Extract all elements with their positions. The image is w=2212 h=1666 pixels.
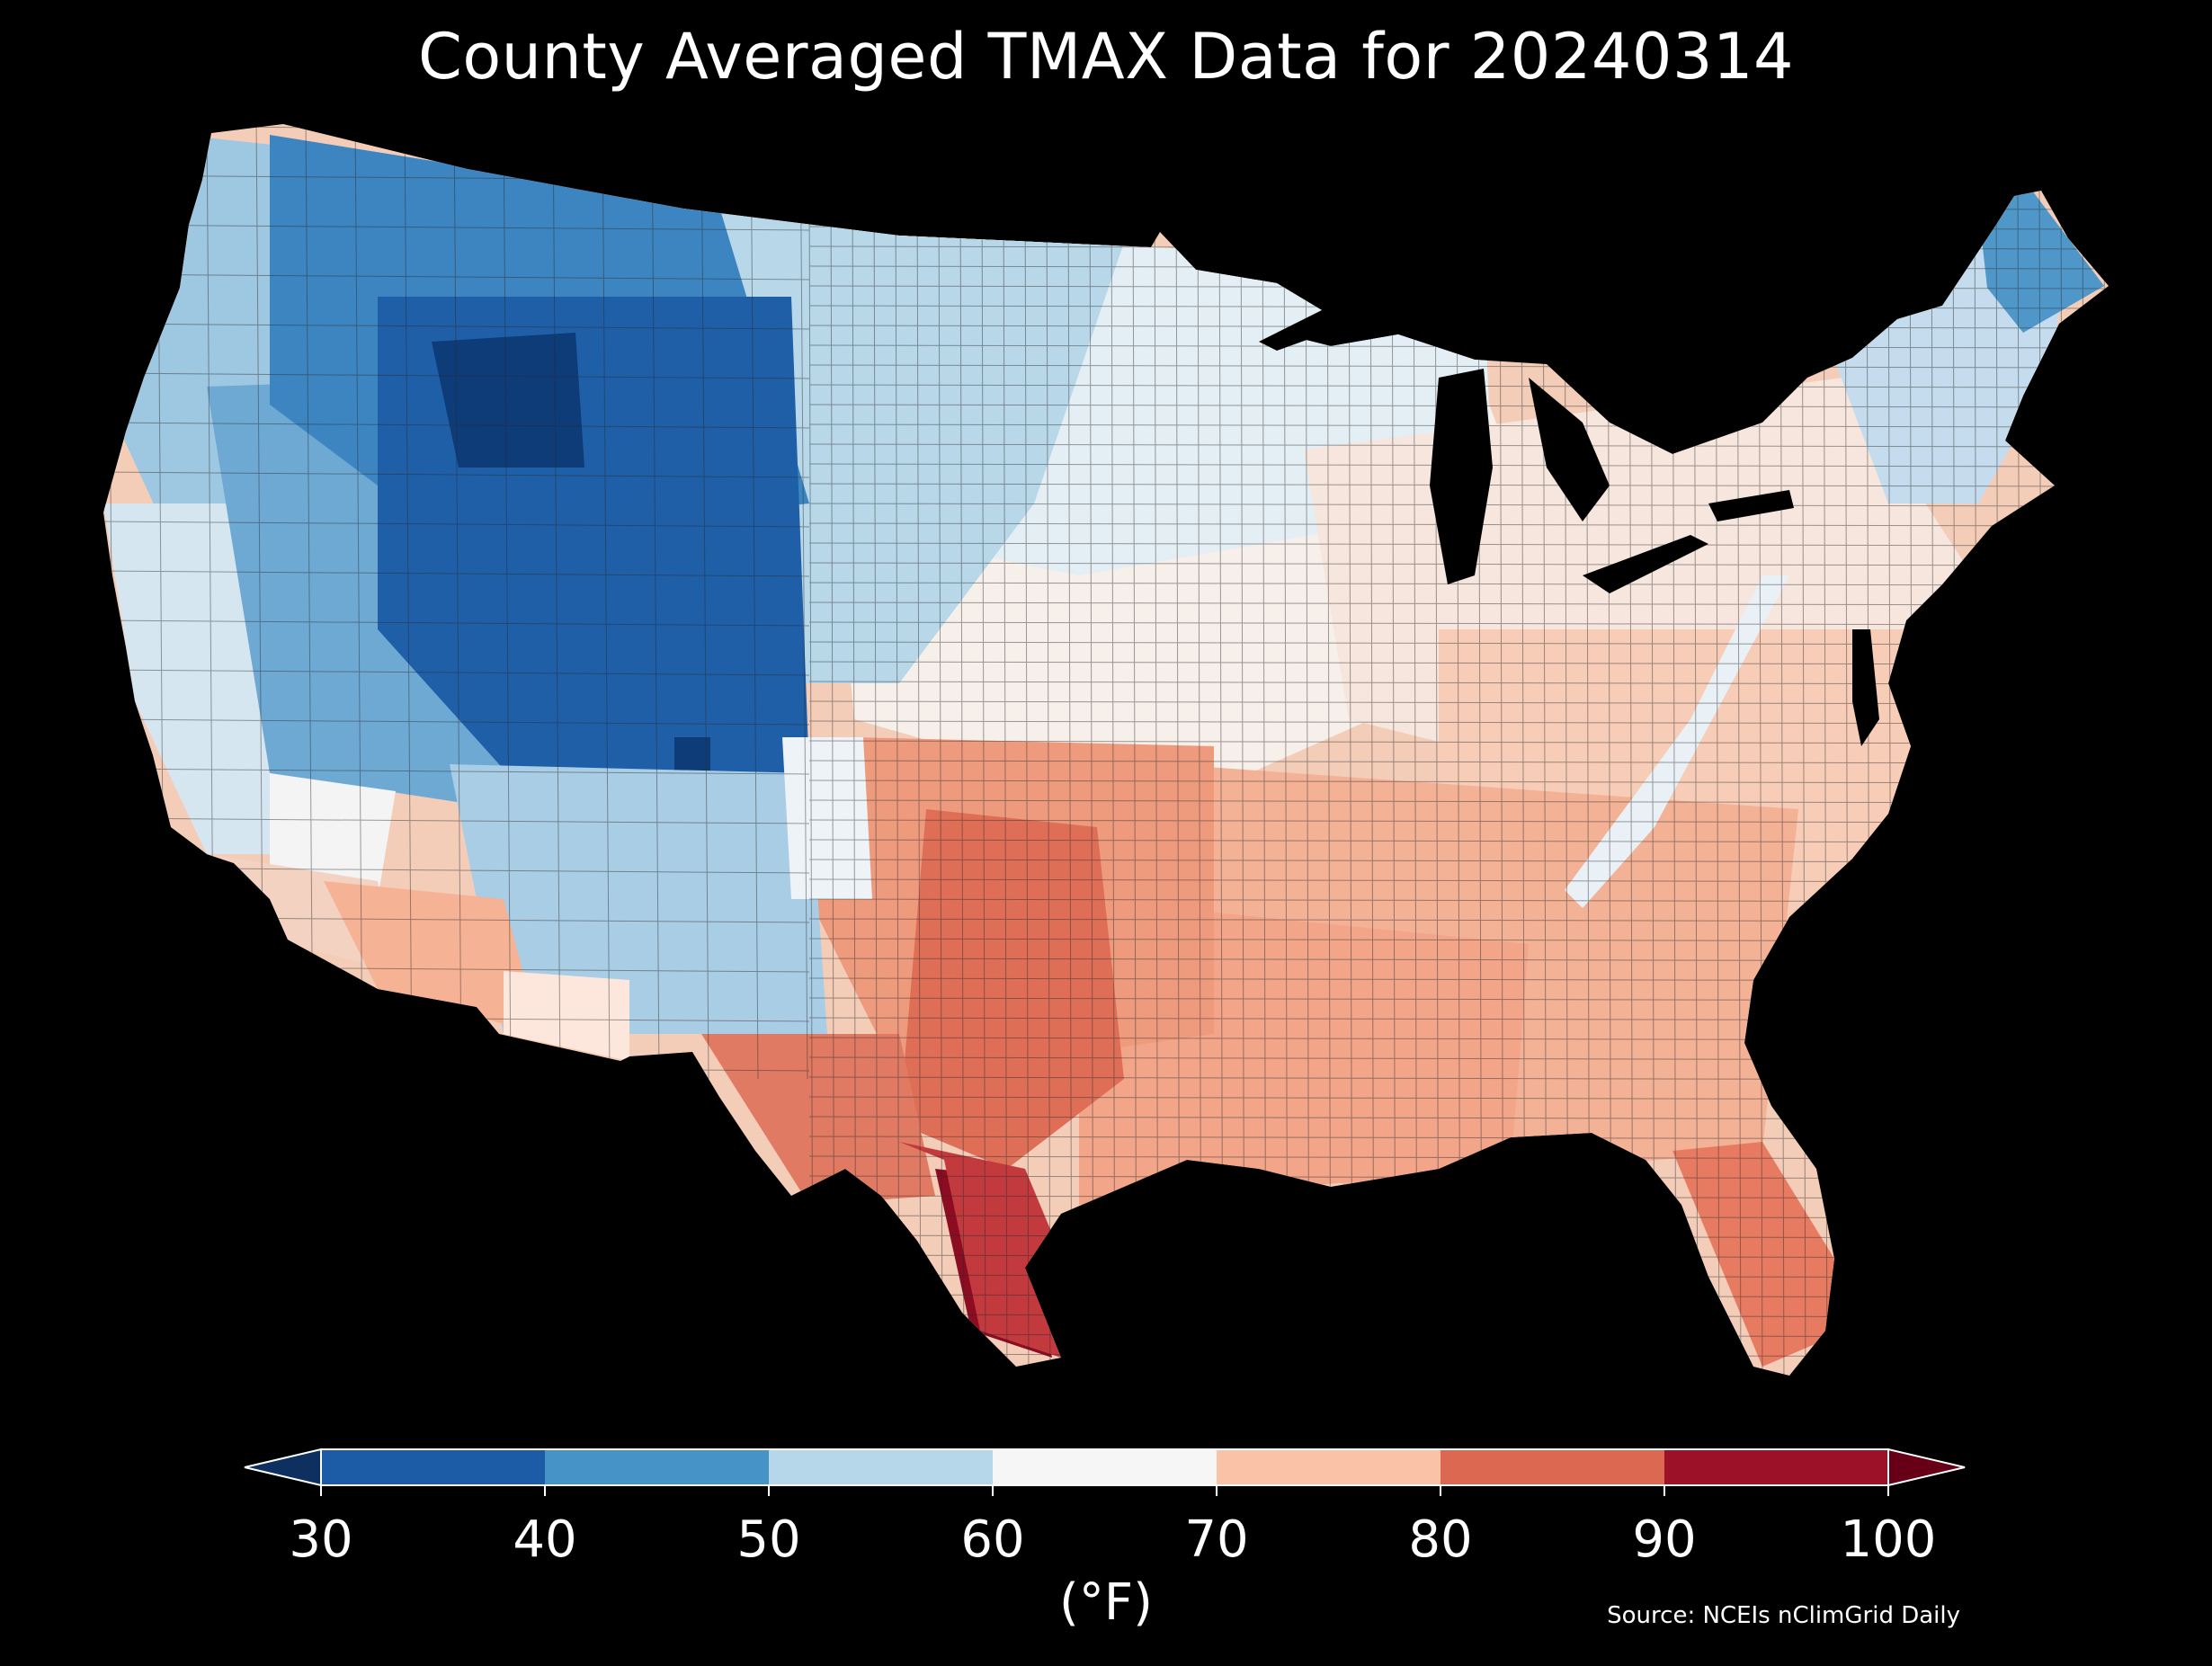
county-line-v	[453, 124, 462, 1080]
region-texas-central	[899, 809, 1124, 1169]
county-line-v	[1067, 179, 1073, 1376]
colorbar-tick-label-60: 60	[960, 1510, 1025, 1569]
colorbar-bin-40-50	[545, 1449, 769, 1485]
lake-superior	[1259, 292, 1403, 351]
county-line-h	[103, 817, 810, 824]
region-appalachian-ridge	[1565, 575, 1789, 908]
county-line-h	[103, 224, 810, 231]
colorbar-tick-label-80: 80	[1408, 1510, 1473, 1569]
county-line-h	[103, 669, 810, 676]
county-line-h	[808, 364, 2109, 369]
lake-michigan	[1430, 369, 1493, 584]
county-line-h	[808, 780, 2109, 784]
county-line-h	[808, 760, 2109, 764]
county-line-h	[103, 323, 810, 330]
county-line-h	[808, 582, 2109, 586]
colorbar-tick-label-90: 90	[1632, 1510, 1697, 1569]
county-line-v	[305, 124, 314, 1080]
colorbar-extend-over	[1887, 1448, 1966, 1487]
region-yellowstone-core	[432, 333, 584, 468]
county-line-v	[602, 124, 611, 1080]
lake-ontario	[1708, 490, 1794, 521]
region-northern-maine	[1978, 191, 2104, 333]
region-south-texas-edge	[899, 1142, 1070, 1358]
colorbar-tick-label-30: 30	[289, 1510, 353, 1569]
colorbar-bin-30-40	[321, 1449, 545, 1485]
county-line-h	[103, 471, 810, 478]
county-line-v	[959, 179, 965, 1376]
county-line-v	[404, 124, 413, 1080]
county-line-h	[808, 720, 2109, 725]
county-line-h	[103, 422, 810, 429]
county-line-v	[916, 179, 922, 1376]
region-arizona-south	[504, 971, 629, 1061]
colorbar-tick-label-70: 70	[1184, 1510, 1249, 1569]
county-line-h	[808, 621, 2109, 626]
county-line-h	[808, 740, 2109, 744]
county-line-v	[750, 124, 759, 1080]
colorbar-bin-50-60	[769, 1449, 993, 1485]
lake-huron	[1529, 378, 1610, 521]
map-title: County Averaged TMAX Data for 20240314	[417, 20, 1795, 94]
county-line-h	[103, 768, 810, 775]
colorbar-bin-60-70	[993, 1449, 1217, 1485]
county-line-v	[651, 124, 660, 1080]
region-southwest-desert	[324, 881, 540, 1034]
county-line-h	[103, 570, 810, 577]
county-line-h	[103, 372, 810, 379]
colorbar-tick-label-50: 50	[736, 1510, 801, 1569]
county-line-v	[552, 124, 561, 1080]
county-line-v	[503, 124, 512, 1080]
region-texas-panhandle	[782, 737, 872, 899]
county-line-v	[1024, 179, 1030, 1376]
colorbar-bin-70-80	[1217, 1449, 1440, 1485]
county-line-h	[808, 601, 2109, 606]
county-line-h	[103, 718, 810, 726]
county-line-h	[103, 273, 810, 281]
county-line-v	[895, 179, 900, 1376]
source-credit: Source: NCEIs nClimGrid Daily	[1607, 1602, 1960, 1629]
county-line-v	[873, 179, 879, 1376]
chesapeake-bay	[1852, 629, 1879, 746]
county-line-v	[700, 124, 709, 1080]
colorbar-tick-label-40: 40	[513, 1510, 577, 1569]
region-southern-california	[207, 854, 396, 971]
county-line-v	[938, 179, 943, 1376]
county-line-v	[1089, 179, 1094, 1376]
county-line-v	[981, 179, 986, 1376]
region-west-texas	[701, 1034, 935, 1205]
region-new-mexico	[450, 764, 827, 1034]
colorbar-unit-label: (°F)	[1059, 1573, 1153, 1632]
county-line-v	[354, 124, 363, 1080]
county-line-v	[1046, 179, 1051, 1376]
region-nevada-south	[270, 773, 396, 899]
lake-erie	[1583, 535, 1708, 593]
colorbar-extend-under	[244, 1448, 322, 1487]
colorbar-frame	[320, 1448, 1889, 1486]
region-florida	[1672, 1142, 1834, 1367]
colorbar-bin-80-90	[1440, 1449, 1664, 1485]
county-line-h	[808, 641, 2109, 646]
great-lakes-water	[1259, 292, 1879, 746]
colorbar-bin-90-100	[1664, 1449, 1888, 1485]
county-line-h	[103, 521, 810, 528]
colorbar-tick-label-100: 100	[1840, 1510, 1937, 1569]
county-line-h	[103, 619, 810, 627]
county-line-v	[1003, 179, 1008, 1376]
county-line-v	[799, 124, 808, 1080]
